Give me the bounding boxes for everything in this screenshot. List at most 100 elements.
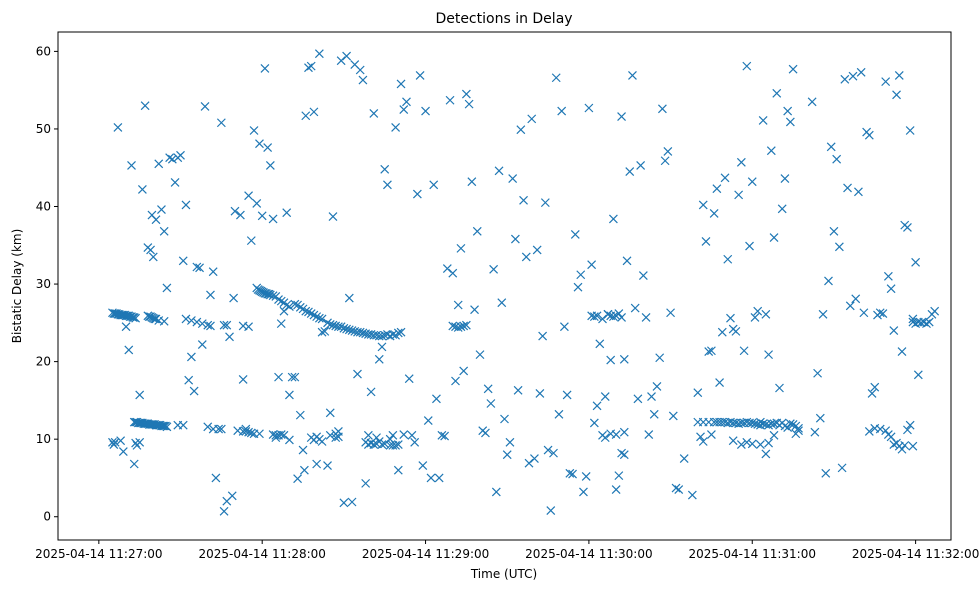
detection-point xyxy=(516,125,526,135)
detection-point xyxy=(883,271,893,281)
detection-point xyxy=(540,198,550,208)
detection-point xyxy=(432,394,441,404)
detection-point xyxy=(227,491,237,501)
detection-point xyxy=(323,318,332,328)
detection-point xyxy=(282,300,292,310)
detection-point xyxy=(554,409,564,419)
detection-point xyxy=(698,437,708,446)
detection-point xyxy=(889,326,899,336)
detection-point xyxy=(777,204,787,214)
detection-point xyxy=(238,375,248,384)
detection-point xyxy=(783,423,793,432)
detection-point xyxy=(404,374,414,384)
detection-point xyxy=(353,369,362,379)
detection-point xyxy=(780,174,790,184)
detection-point xyxy=(848,71,858,81)
detection-point xyxy=(723,254,733,264)
detection-point xyxy=(290,372,300,382)
detection-point xyxy=(211,473,221,483)
detection-point xyxy=(448,268,458,278)
detection-point xyxy=(331,433,341,443)
detection-point xyxy=(325,430,335,440)
detection-point xyxy=(497,298,507,308)
detection-point xyxy=(489,264,499,274)
detection-point xyxy=(235,210,245,220)
detection-point xyxy=(589,312,599,322)
detection-point xyxy=(897,444,907,454)
detection-point xyxy=(581,471,591,481)
detection-point xyxy=(908,441,918,451)
detection-point xyxy=(875,308,885,318)
detection-point xyxy=(246,428,256,438)
detection-point xyxy=(742,61,752,71)
detection-point xyxy=(696,432,705,442)
detection-point xyxy=(549,448,558,458)
detection-point xyxy=(652,382,662,391)
detection-point xyxy=(396,327,406,337)
detection-point xyxy=(559,322,569,332)
detection-point xyxy=(543,445,553,455)
detection-point xyxy=(178,420,188,430)
detection-point xyxy=(641,312,651,322)
detection-point xyxy=(739,346,749,356)
detection-point xyxy=(355,327,365,337)
detection-point xyxy=(178,256,188,266)
detection-point xyxy=(527,114,537,124)
detection-point xyxy=(159,421,169,431)
detection-point xyxy=(339,498,349,508)
detection-point xyxy=(755,420,765,430)
detection-point xyxy=(434,473,444,483)
detection-point xyxy=(813,368,823,378)
detection-point xyxy=(611,430,621,439)
detection-point xyxy=(747,439,757,449)
detection-point xyxy=(421,106,430,116)
detection-point xyxy=(312,459,322,469)
detection-point xyxy=(399,105,409,114)
detection-point xyxy=(151,215,161,225)
detection-point xyxy=(165,153,175,163)
detection-point xyxy=(184,375,194,385)
detection-point xyxy=(372,433,381,443)
detection-point xyxy=(668,411,678,421)
detection-point xyxy=(595,339,605,349)
detection-point xyxy=(500,414,509,424)
x-axis: 2025-04-14 11:27:00 2025-04-14 11:28:00 20… xyxy=(35,540,979,561)
detection-point xyxy=(377,331,387,341)
detection-point xyxy=(391,122,401,132)
detection-point xyxy=(636,160,646,170)
detection-point xyxy=(663,147,673,156)
x-tick-label: 2025-04-14 11:31:00 xyxy=(689,547,816,561)
detection-point xyxy=(219,506,229,516)
detection-point xyxy=(894,71,904,80)
detection-point xyxy=(755,417,765,427)
detection-point xyxy=(192,262,202,272)
detection-point xyxy=(837,463,847,473)
detection-point xyxy=(328,320,338,330)
detection-point xyxy=(383,180,392,190)
detection-point xyxy=(785,419,795,429)
detection-point xyxy=(363,430,373,440)
detection-point xyxy=(276,430,286,439)
detection-point xyxy=(249,126,259,135)
detection-point xyxy=(426,473,436,483)
detection-point xyxy=(576,270,586,280)
detection-point xyxy=(459,366,469,376)
x-tick-label: 2025-04-14 11:27:00 xyxy=(35,547,162,561)
detection-point xyxy=(399,430,409,439)
detection-point xyxy=(775,383,784,393)
detection-point xyxy=(206,290,215,300)
detection-point xyxy=(304,307,313,317)
detection-point xyxy=(393,328,403,338)
detection-point xyxy=(864,130,874,140)
detection-point xyxy=(600,433,610,443)
detection-point xyxy=(299,465,309,475)
detection-point xyxy=(619,450,629,460)
detection-point xyxy=(255,429,264,439)
detection-point xyxy=(423,416,433,425)
detection-point xyxy=(532,245,542,255)
detection-point xyxy=(508,174,518,184)
detection-point xyxy=(579,487,588,497)
detection-point xyxy=(755,440,765,450)
detection-point xyxy=(519,195,528,205)
detection-point xyxy=(731,326,741,336)
